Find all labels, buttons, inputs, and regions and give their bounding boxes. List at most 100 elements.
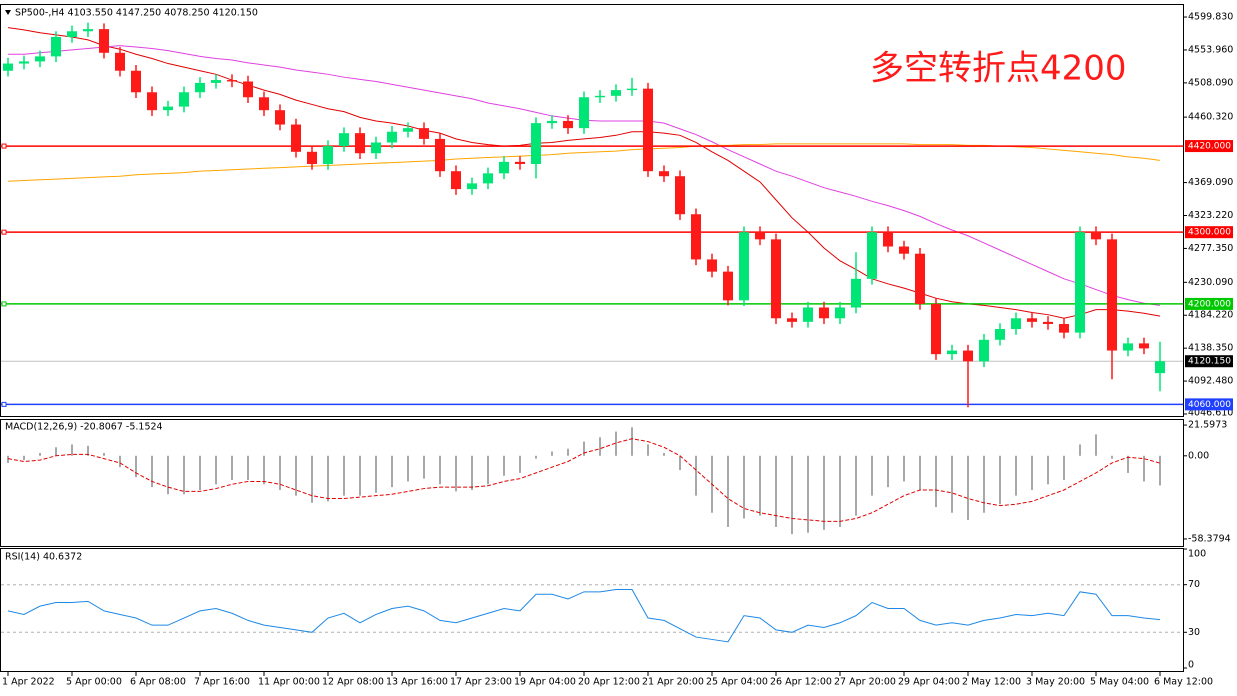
- x-tick-label: 6 May 12:00: [1154, 677, 1213, 688]
- level-label: 4420.000: [1188, 142, 1231, 152]
- level-marker: [1, 229, 7, 235]
- candle-body: [915, 253, 925, 304]
- candle-body: [403, 128, 413, 132]
- x-tick-label: 25 Apr 04:00: [706, 677, 768, 688]
- candle-body: [691, 214, 701, 260]
- candle-body: [147, 92, 157, 111]
- candle-body: [579, 97, 589, 129]
- candle-body: [1107, 239, 1117, 351]
- y-tick-label: 4508.090: [1188, 77, 1233, 88]
- candle-body: [83, 29, 93, 32]
- candle-body: [643, 88, 653, 172]
- candle-body: [1027, 318, 1037, 322]
- x-tick-label: 29 Apr 04:00: [898, 677, 960, 688]
- candle-body: [979, 339, 989, 362]
- candle-body: [531, 123, 541, 165]
- x-tick-label: 17 Apr 23:00: [450, 677, 512, 688]
- y-tick-label: 21.5973: [1188, 420, 1227, 431]
- x-tick-label: 26 Apr 12:00: [770, 677, 832, 688]
- candle-body: [899, 246, 909, 254]
- signal-line: [7, 438, 1161, 522]
- candle-body: [627, 88, 637, 91]
- candle-body: [387, 131, 397, 143]
- level-tag: [1185, 398, 1233, 411]
- candle-body: [243, 81, 253, 98]
- x-tick-label: 3 May 20:00: [1026, 677, 1085, 688]
- main-pane: [0, 4, 1184, 417]
- level-marker: [1, 301, 7, 307]
- y-tick-label: 4277.350: [1188, 243, 1233, 254]
- candle-body: [35, 56, 45, 62]
- candle-body: [1075, 232, 1085, 333]
- menu-arrow: [5, 10, 11, 15]
- rsi-pane: [0, 548, 1184, 672]
- y-tick-label: 4046.610: [1188, 408, 1233, 419]
- candle-body: [1011, 318, 1021, 330]
- candle-body: [1043, 321, 1053, 325]
- x-tick-label: 11 Apr 00:00: [258, 677, 320, 688]
- candle-body: [131, 70, 141, 93]
- candle-body: [227, 80, 237, 82]
- candle-body: [259, 97, 269, 111]
- candle-body: [771, 239, 781, 319]
- candle-body: [1059, 324, 1069, 333]
- candle-body: [547, 120, 557, 124]
- candle-body: [467, 183, 477, 190]
- candle-body: [499, 161, 509, 174]
- candle-body: [163, 106, 173, 111]
- level-label: 4060.000: [1188, 400, 1231, 410]
- candle-body: [947, 350, 957, 355]
- y-tick-label: 4599.830: [1188, 12, 1233, 23]
- y-tick-label: 0.00: [1188, 450, 1209, 461]
- candle-body: [1091, 232, 1101, 240]
- symbol-title: SP500-,H4 4103.550 4147.250 4078.250 412…: [15, 8, 258, 19]
- candle-body: [611, 90, 621, 96]
- price-label: 4120.150: [1188, 357, 1231, 367]
- candle-body: [307, 151, 317, 165]
- candle-body: [67, 31, 77, 38]
- candle-body: [675, 176, 685, 215]
- candle-body: [115, 52, 125, 71]
- x-tick-label: 7 Apr 16:00: [194, 677, 250, 688]
- candle-body: [275, 110, 285, 125]
- candle-body: [563, 120, 573, 129]
- y-tick-label: 4184.220: [1188, 310, 1233, 321]
- candle-body: [835, 307, 845, 319]
- x-tick-label: 2 May 12:00: [962, 677, 1021, 688]
- level-marker: [1, 401, 7, 407]
- candle-body: [963, 350, 973, 362]
- candle-body: [419, 128, 429, 139]
- candle-body: [3, 63, 13, 71]
- y-tick-label: 4460.320: [1188, 112, 1233, 123]
- x-tick-label: 20 Apr 12:00: [578, 677, 640, 688]
- candle-body: [99, 29, 109, 53]
- candle-body: [659, 171, 669, 177]
- candle-body: [483, 173, 493, 184]
- candle-body: [323, 146, 333, 165]
- macd-pane: [0, 419, 1184, 547]
- candle-body: [787, 318, 797, 322]
- x-tick-label: 21 Apr 20:00: [642, 677, 704, 688]
- candle-body: [707, 259, 717, 272]
- candle-body: [867, 232, 877, 279]
- rsi-title: RSI(14) 40.6372: [5, 552, 82, 563]
- x-tick-label: 12 Apr 08:00: [322, 677, 384, 688]
- y-tick-label: -58.3794: [1188, 533, 1231, 544]
- y-tick-label: 70: [1188, 579, 1200, 590]
- candle-body: [883, 232, 893, 247]
- y-tick-label: 4230.090: [1188, 277, 1233, 288]
- candle-body: [1155, 361, 1165, 374]
- y-tick-label: 4138.350: [1188, 343, 1233, 354]
- candle-body: [755, 232, 765, 240]
- candle-body: [723, 271, 733, 301]
- candle-body: [435, 138, 445, 172]
- candle-body: [819, 307, 829, 319]
- level-label: 4300.000: [1188, 228, 1231, 238]
- candle-body: [1123, 343, 1133, 351]
- x-tick-label: 1 Apr 2022: [2, 677, 55, 688]
- candle-body: [51, 37, 61, 57]
- x-tick-label: 5 May 04:00: [1090, 677, 1149, 688]
- rsi-line: [7, 588, 1161, 643]
- candle-body: [595, 95, 605, 98]
- level-tag: [1185, 297, 1233, 310]
